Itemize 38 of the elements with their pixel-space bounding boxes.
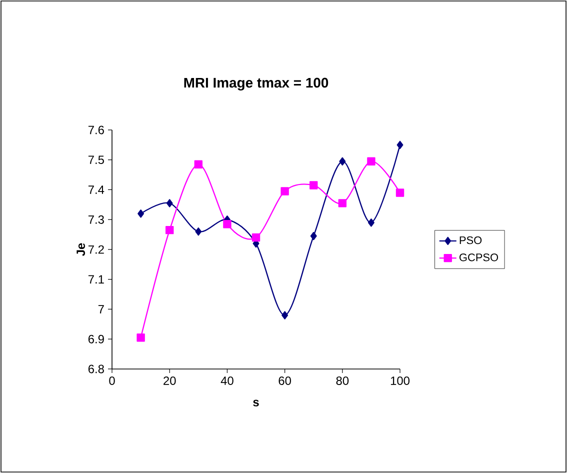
x-tick-label: 100 (390, 376, 410, 385)
point (368, 218, 374, 227)
y-tick-label: 7 (98, 305, 104, 314)
y-tick-label: 7.4 (88, 186, 104, 194)
x-tick-label: 20 (164, 376, 176, 385)
legend-label: GCPSO (460, 253, 498, 262)
x-tick-label: 0 (109, 376, 115, 385)
x-tick-label: 60 (278, 376, 291, 385)
point (367, 157, 376, 166)
y-axis-title: Je (76, 243, 86, 256)
y-tick-label: 6.8 (88, 364, 104, 374)
y-tick-label: 7.2 (88, 245, 104, 254)
point (166, 226, 174, 234)
point (194, 160, 203, 168)
legend-label: PSO (460, 236, 482, 244)
y-tick-label: 7.5 (88, 156, 104, 164)
point (280, 187, 289, 196)
point (138, 210, 144, 218)
point (136, 334, 145, 342)
point (310, 181, 318, 190)
y-tick-label: 7.3 (88, 215, 104, 224)
x-tick-label: 40 (220, 376, 234, 385)
point (396, 188, 404, 197)
chart-title: MRI Image tmax = 100 (184, 78, 328, 90)
point (166, 199, 173, 208)
point (310, 232, 317, 240)
point (338, 199, 347, 208)
point (195, 227, 202, 236)
y-tick-label: 7.1 (88, 275, 104, 284)
x-tick-label: 80 (336, 376, 349, 385)
y-tick-label: 6.9 (88, 334, 104, 344)
x-axis-title: s (253, 400, 259, 406)
point (282, 311, 288, 320)
point (252, 233, 260, 242)
point (339, 157, 346, 166)
y-tick-label: 7.6 (88, 126, 104, 134)
point (223, 220, 232, 228)
point (396, 140, 404, 150)
